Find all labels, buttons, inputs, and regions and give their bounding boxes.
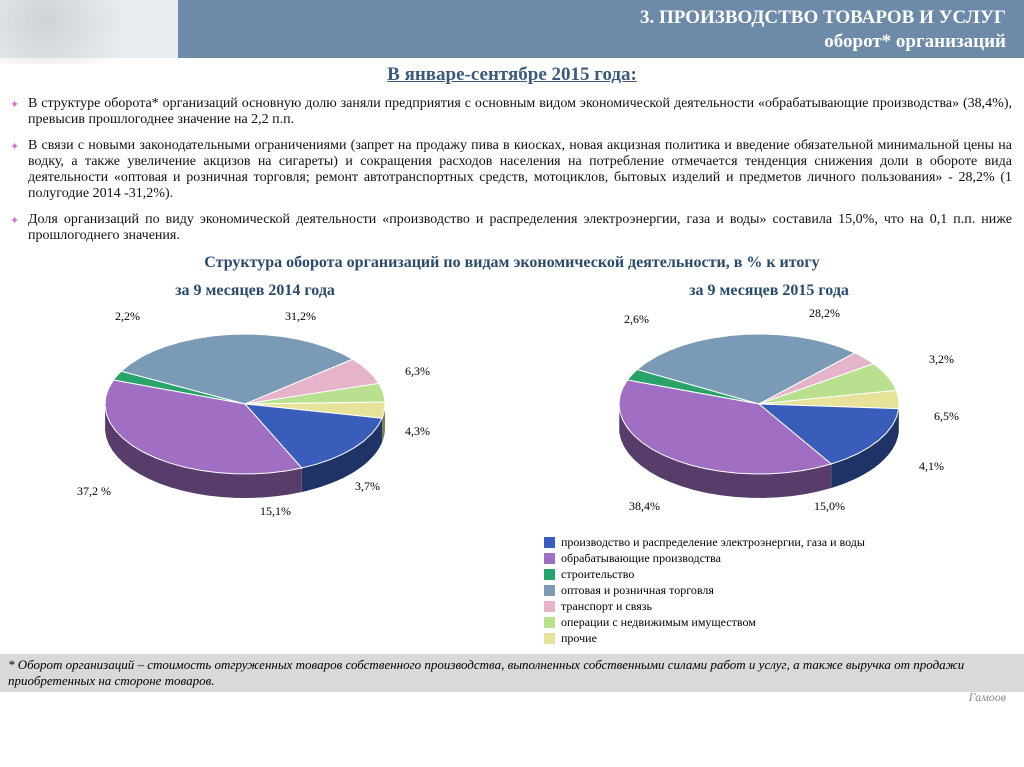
chart-2015-pie: 2,6% 28,2% 3,2% 6,5% 4,1% 15,0% 38,4%	[559, 304, 979, 534]
legend-label: строительство	[561, 567, 634, 582]
legend-label: производство и распределение электроэнер…	[561, 535, 865, 550]
label-2015-energo: 15,0%	[814, 499, 845, 514]
chart-2014-pie: 2,2% 31,2% 6,3% 4,3% 3,7% 15,1% 37,2 %	[45, 304, 465, 534]
legend-item: производство и распределение электроэнер…	[544, 535, 1004, 550]
body-text-block: В структуре оборота* организаций основну…	[0, 96, 1024, 244]
legend-swatch	[544, 617, 555, 628]
legend-item: оптовая и розничная торговля	[544, 583, 1004, 598]
chart-2015-title: за 9 месяцев 2015 года	[524, 282, 1014, 300]
corner-image-decoration	[0, 0, 178, 64]
chart-2015-column: за 9 месяцев 2015 года 2,6% 28,2% 3,2% 6…	[524, 276, 1014, 534]
label-2015-stroitelstvo: 2,6%	[624, 312, 649, 327]
chart-2014-title: за 9 месяцев 2014 года	[10, 282, 500, 300]
legend-swatch	[544, 633, 555, 644]
label-2015-transport: 3,2%	[929, 352, 954, 367]
chart-2014-column: за 9 месяцев 2014 года 2,2% 31,2% 6,3% 4…	[10, 276, 500, 534]
legend-swatch	[544, 553, 555, 564]
paragraph-3: Доля организаций по виду экономической д…	[28, 212, 1012, 244]
legend-swatch	[544, 585, 555, 596]
legend-item: прочие	[544, 631, 1004, 646]
period-title: В январе-сентябре 2015 года:	[0, 64, 1024, 86]
legend: производство и распределение электроэнер…	[544, 535, 1004, 646]
label-2014-torgovlya: 31,2%	[285, 309, 316, 324]
legend-label: обрабатывающие производства	[561, 551, 721, 566]
legend-swatch	[544, 569, 555, 580]
chart-section-title: Структура оборота организаций по видам э…	[0, 254, 1024, 272]
label-2015-obrab: 38,4%	[629, 499, 660, 514]
legend-item: операции с недвижимым имуществом	[544, 615, 1004, 630]
label-2014-obrab: 37,2 %	[77, 484, 111, 499]
paragraph-1: В структуре оборота* организаций основну…	[28, 96, 1012, 128]
paragraph-2: В связи с новыми законодательными ограни…	[28, 138, 1012, 202]
footnote: * Оборот организаций – стоимость отгруже…	[0, 654, 1024, 692]
label-2014-prochie: 3,7%	[355, 479, 380, 494]
label-2014-transport: 6,3%	[405, 364, 430, 379]
legend-label: прочие	[561, 631, 597, 646]
label-2014-stroitelstvo: 2,2%	[115, 309, 140, 324]
legend-item: обрабатывающие производства	[544, 551, 1004, 566]
legend-swatch	[544, 601, 555, 612]
label-2014-energo: 15,1%	[260, 504, 291, 519]
charts-row: за 9 месяцев 2014 года 2,2% 31,2% 6,3% 4…	[0, 276, 1024, 534]
legend-label: оптовая и розничная торговля	[561, 583, 714, 598]
label-2014-nedvizh: 4,3%	[405, 424, 430, 439]
page-header: 3. ПРОИЗВОДСТВО ТОВАРОВ И УСЛУГ оборот* …	[0, 0, 1024, 58]
legend-swatch	[544, 537, 555, 548]
label-2015-torgovlya: 28,2%	[809, 306, 840, 321]
legend-label: операции с недвижимым имуществом	[561, 615, 756, 630]
legend-item: транспорт и связь	[544, 599, 1004, 614]
label-2015-nedvizh: 6,5%	[934, 409, 959, 424]
legend-item: строительство	[544, 567, 1004, 582]
watermark: Гамоов	[0, 690, 1024, 705]
legend-label: транспорт и связь	[561, 599, 652, 614]
label-2015-prochie: 4,1%	[919, 459, 944, 474]
